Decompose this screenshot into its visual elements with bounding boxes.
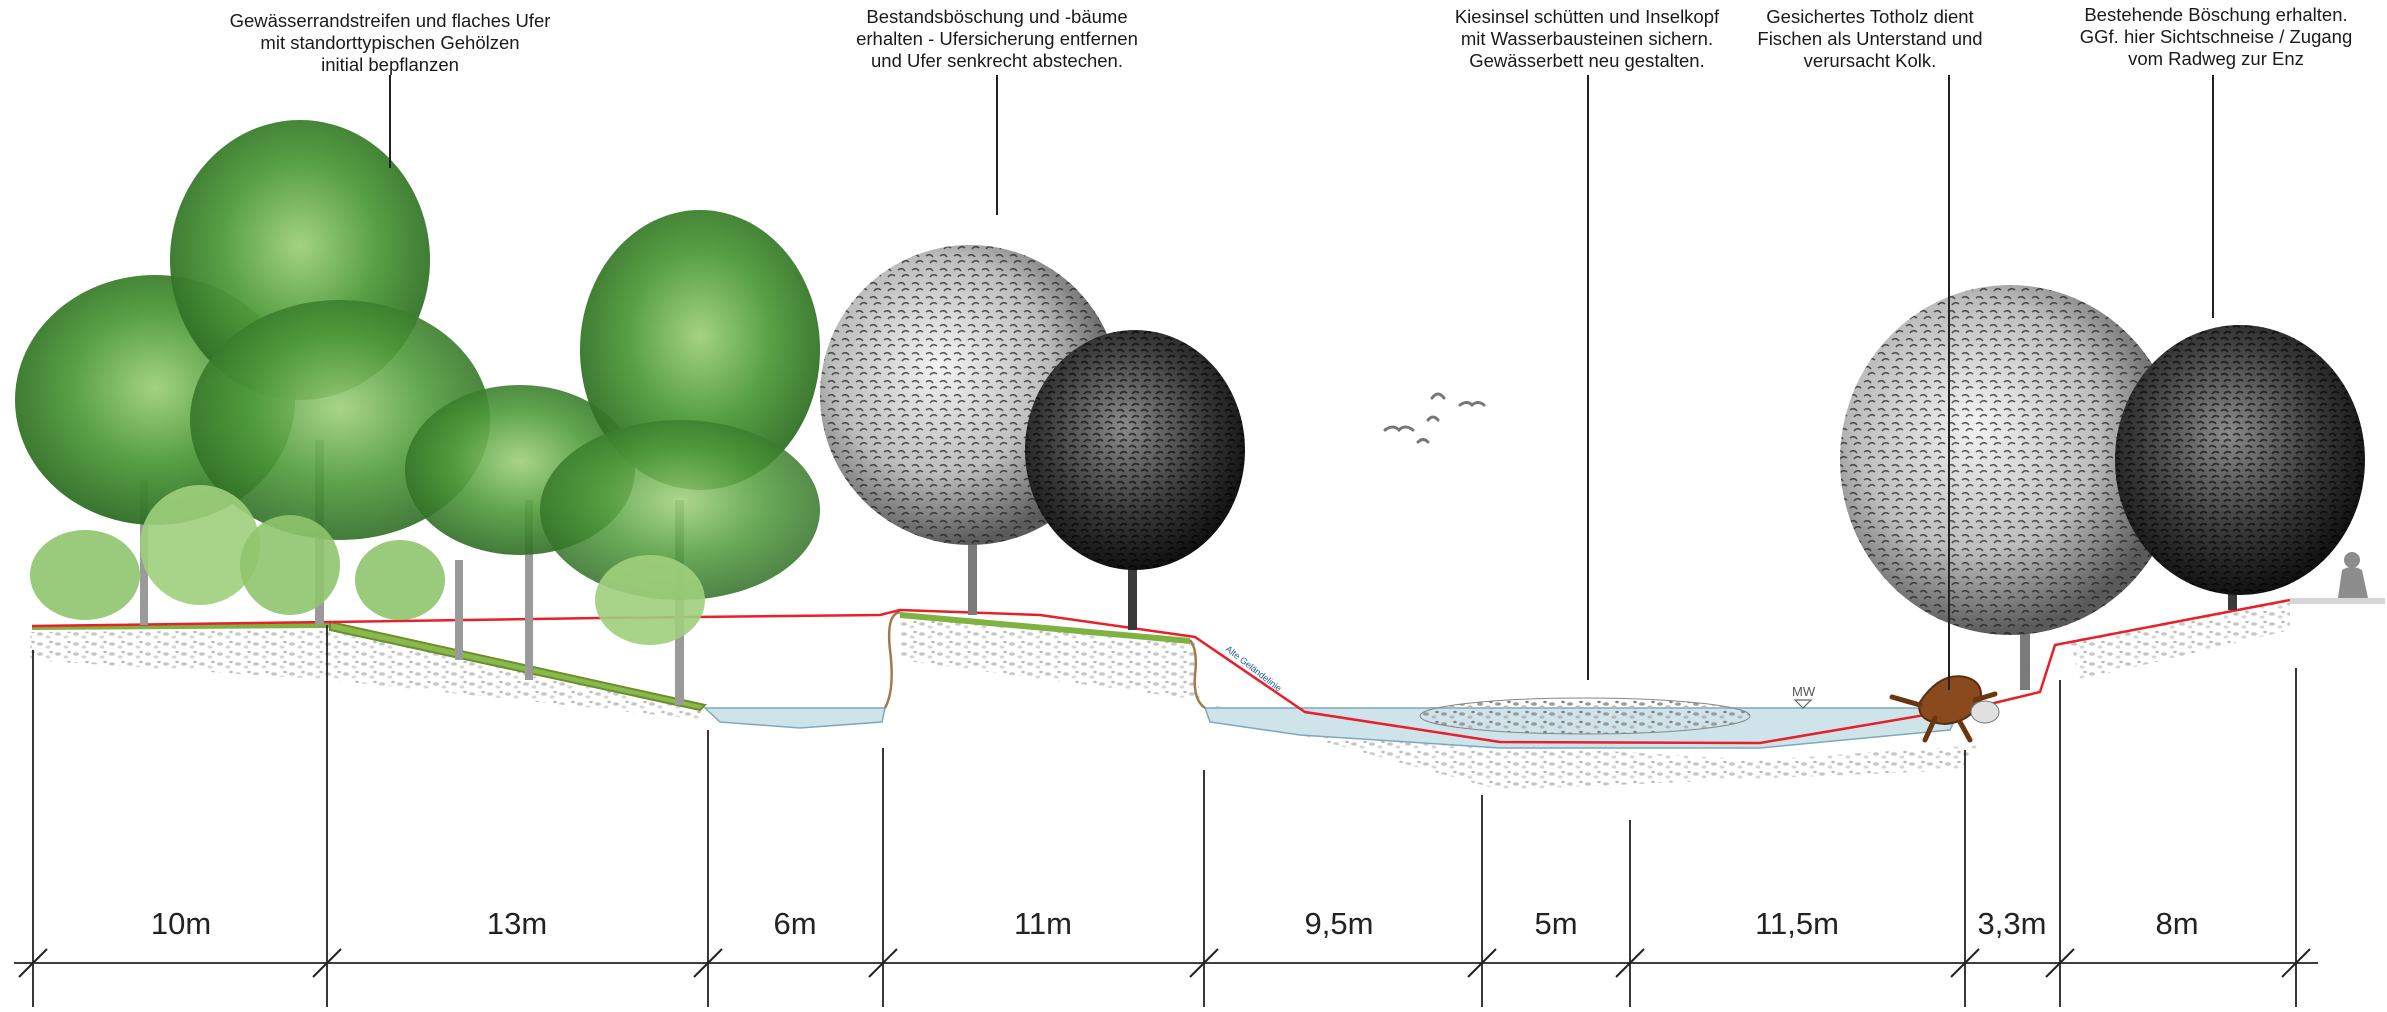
grass-strips <box>32 612 1190 712</box>
dimension-label: 10m <box>151 906 211 941</box>
person-icon <box>2338 552 2368 598</box>
bird-icon <box>1430 392 1446 400</box>
cycle-path <box>2290 598 2385 604</box>
green-tree-group <box>15 120 820 705</box>
tree-trunk <box>968 480 977 615</box>
annotation-deadwood: Gesichertes Totholz dient Fischen als Un… <box>1757 6 1983 71</box>
bird-icon <box>1383 425 1415 433</box>
shrub-icon <box>240 515 340 615</box>
deciduous-tree-icon <box>540 420 820 600</box>
annotation-gravel-island: Kiesinsel schütten und Inselkopf mit Was… <box>1454 6 1720 71</box>
slope-mark-label: Alte Geländelinie <box>1224 644 1284 694</box>
dimension-labels: 10m 13m 6m 11m 9,5m 5m 11,5m 3,3m 8m <box>151 906 2199 941</box>
dimension-label: 9,5m <box>1305 906 1374 941</box>
svg-text:MW: MW <box>1792 684 1816 699</box>
bird-icon <box>1416 438 1430 444</box>
bank-edge-left <box>883 610 901 709</box>
existing-tree-group-right <box>1840 285 2365 690</box>
bird-icon <box>1458 401 1486 408</box>
existing-tree-group-left <box>820 245 1245 630</box>
deciduous-tree-icon <box>580 210 820 490</box>
annotation-existing-slope: Bestandsböschung und -bäume erhalten - U… <box>856 6 1138 71</box>
mean-water-marker: MW <box>1792 684 1816 709</box>
dimension-label: 11m <box>1014 906 1072 941</box>
annotation-riparian-strip: Gewässerrandstreifen und flaches Ufer mi… <box>229 10 551 75</box>
dimension-label: 3,3m <box>1978 906 2047 941</box>
dimension-label: 8m <box>2155 906 2198 941</box>
annotation-existing-bank: Bestehende Böschung erhalten. GGf. hier … <box>2079 4 2353 69</box>
dimension-label: 5m <box>1534 906 1577 941</box>
dimension-label: 13m <box>487 906 547 941</box>
shrub-icon <box>595 555 705 645</box>
annotation-leaders <box>389 75 2214 690</box>
dimension-label: 11,5m <box>1755 906 1839 941</box>
dimension-ticks <box>18 948 2311 978</box>
bird-flock <box>1383 392 1486 444</box>
shrub-icon <box>140 485 260 605</box>
tree-trunk <box>1128 520 1137 630</box>
bird-icon <box>1426 415 1440 422</box>
dimension-label: 6m <box>773 906 816 941</box>
deadwood-stump-icon <box>1889 675 2000 743</box>
tree-trunk <box>455 560 463 660</box>
tree-trunk <box>525 500 533 680</box>
shrub-icon <box>355 540 445 620</box>
gravel-island <box>1419 697 1751 735</box>
shrub-icon <box>30 530 140 620</box>
bank-edge-right <box>1188 639 1206 710</box>
